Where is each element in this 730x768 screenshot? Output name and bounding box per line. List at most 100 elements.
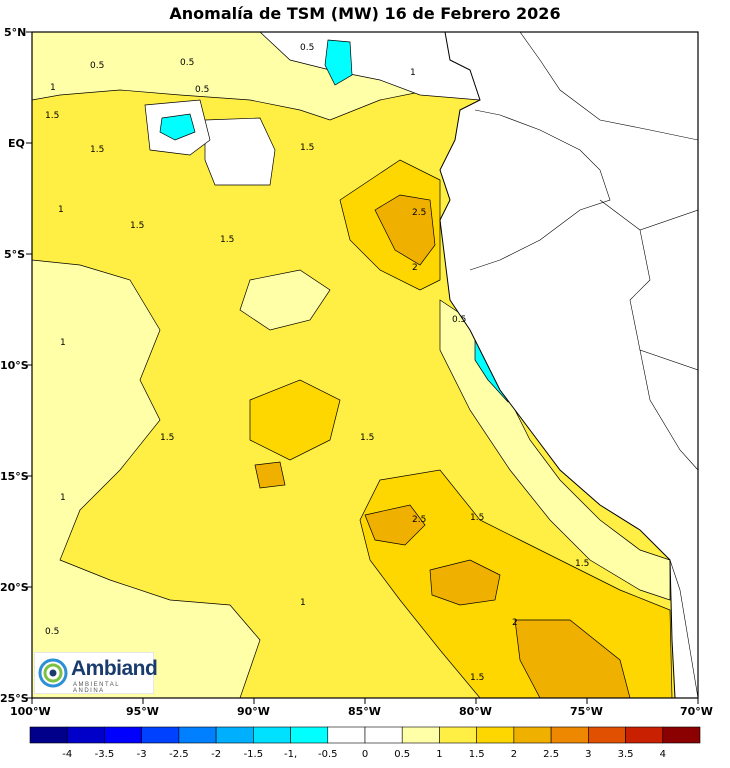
colorbar-swatch	[476, 726, 515, 744]
contour-label: 2.5	[412, 515, 426, 525]
lon-tick-label: 85°W	[348, 705, 381, 718]
contour-label: 1.5	[90, 145, 104, 155]
lat-tick-label: 25°S	[0, 692, 29, 705]
latitude-axis: 5°N EQ 5°S 10°S 15°S 20°S 25°S	[0, 26, 32, 705]
lat-tick-label: 10°S	[0, 359, 29, 372]
contour-label: 0.5	[45, 627, 59, 637]
colorbar: -4 -3.5 -3 -2.5 -2 -1.5 -1, -0.5 0 0.5 1 1.5 2 2.5 3 3.…	[29, 726, 701, 760]
border-ecuador-peru	[469, 109, 611, 271]
lat-tick-label: 15°S	[0, 470, 29, 483]
contour-label: 1	[58, 205, 64, 215]
contour-label: 1	[300, 598, 306, 608]
ambiand-swirl-icon	[38, 658, 68, 688]
lon-tick-label: 70°W	[680, 705, 713, 718]
colorbar-label: -3.5	[95, 749, 115, 760]
field-anomaly-2-2.5-far-south	[514, 619, 631, 698]
colorbar-label: 2.5	[543, 749, 559, 760]
colorbar-swatch	[29, 726, 68, 744]
contour-label: 1.5	[470, 513, 484, 523]
contour-label: 1.5	[160, 433, 174, 443]
lon-tick-label: 90°W	[237, 705, 270, 718]
border-peru-bolivia	[639, 349, 698, 471]
colorbar-swatch	[588, 726, 626, 744]
field-anomaly-2-2.5-central	[374, 194, 436, 266]
field-anomaly-2-2.5-small	[254, 461, 286, 489]
colorbar-swatch	[662, 726, 701, 744]
colorbar-label: -3	[137, 749, 147, 760]
field-anomaly-0.5-1-patch	[239, 269, 331, 331]
field-anomaly-negative-north	[324, 39, 353, 86]
border-peru-brazil	[599, 199, 698, 371]
colorbar-swatch	[327, 726, 366, 744]
lat-tick-label: 20°S	[0, 581, 29, 594]
contour-label: 1	[60, 493, 66, 503]
colorbar-swatch	[215, 726, 254, 744]
colorbar-label: 3.5	[618, 749, 634, 760]
colorbar-label: -1.5	[244, 749, 264, 760]
contour-label: 1.5	[360, 433, 374, 443]
colorbar-label: 0	[362, 749, 368, 760]
logo-name: Ambiand	[71, 657, 158, 680]
colorbar-swatch	[141, 726, 180, 744]
longitude-axis: 100°W 95°W 90°W 85°W 80°W 75°W 70°W	[10, 698, 713, 718]
colorbar-label: -1,	[284, 749, 297, 760]
land-south-america	[439, 32, 698, 698]
colorbar-swatch	[513, 726, 552, 744]
colorbar-swatch	[178, 726, 217, 744]
colorbar-swatch	[66, 726, 105, 744]
field-anomaly-0-0.5-blob	[204, 117, 276, 186]
field-anomaly-0.5-1-west	[32, 259, 261, 698]
field-anomaly-2-2.5-south	[364, 504, 426, 546]
colorbar-swatch	[290, 726, 329, 744]
field-anomaly-1.5-2-mid	[249, 379, 341, 461]
contour-label: 1.5	[130, 221, 144, 231]
contour-label: 0.5	[90, 61, 104, 71]
colorbar-label: -4	[62, 749, 72, 760]
contour-label: 1.5	[470, 673, 484, 683]
logo-subtitle: AMBIENTAL ANDINA	[73, 682, 120, 694]
contour-label: 0.5	[195, 85, 209, 95]
lon-tick-label: 80°W	[459, 705, 492, 718]
colorbar-label: 4	[660, 749, 666, 760]
contour-label: 0.5	[452, 315, 466, 325]
colorbar-label: 1	[436, 749, 442, 760]
colorbar-swatch	[625, 726, 664, 744]
lat-tick-label: 5°S	[4, 248, 25, 261]
contour-label: 1.5	[300, 143, 314, 153]
border-colombia	[519, 32, 698, 141]
field-anomaly-2-2.5-southeast	[429, 559, 501, 606]
border-chile-bolivia	[669, 559, 698, 698]
contour-label: 2	[412, 263, 418, 273]
contour-label: 1.5	[45, 111, 59, 121]
colorbar-label: -0.5	[318, 749, 338, 760]
colorbar-label: 2	[511, 749, 517, 760]
contour-label: 1	[410, 68, 416, 78]
contour-label: 0.5	[180, 58, 194, 68]
colorbar-label: -2.5	[169, 749, 189, 760]
contour-label: 1	[60, 338, 66, 348]
colorbar-swatch	[439, 726, 477, 744]
colorbar-swatch	[104, 726, 142, 744]
lon-tick-label: 100°W	[10, 705, 51, 718]
colorbar-label: 0.5	[394, 749, 410, 760]
colorbar-label: 3	[585, 749, 591, 760]
field-anomaly-negative-west	[159, 113, 196, 141]
colorbar-label: -2	[211, 749, 221, 760]
contour-label: 1.5	[575, 559, 589, 569]
lat-tick-label: EQ	[8, 137, 25, 150]
lon-tick-label: 95°W	[126, 705, 159, 718]
ambiand-logo: Ambiand AMBIENTAL ANDINA	[34, 652, 158, 694]
colorbar-swatch	[401, 726, 440, 744]
map-title: Anomalía de TSM (MW) 16 de Febrero 2026	[169, 4, 561, 23]
contour-label: 0.5	[300, 43, 314, 53]
colorbar-swatch	[550, 726, 589, 744]
colorbar-label: 1.5	[469, 749, 485, 760]
lat-tick-label: 5°N	[4, 26, 26, 39]
colorbar-swatch	[364, 726, 403, 744]
colorbar-swatch	[253, 726, 291, 744]
contour-label: 1.5	[220, 235, 234, 245]
contour-label: 2.5	[412, 208, 426, 218]
lon-tick-label: 75°W	[570, 705, 603, 718]
contour-label: 1	[50, 83, 56, 93]
